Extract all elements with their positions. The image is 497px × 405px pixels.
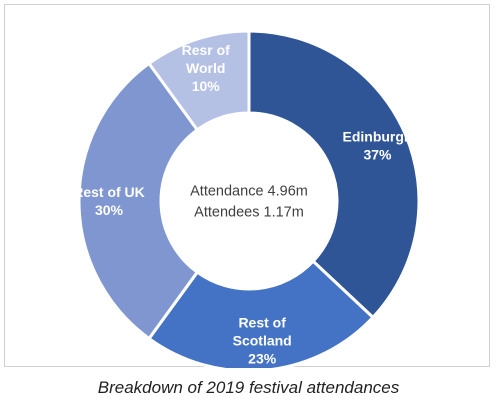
center-attendees-text: Attendees 1.17m (194, 205, 304, 221)
slice-label-edinburgh: Edinburgh 37% (342, 128, 412, 162)
donut-slice-rest-of-uk (77, 61, 200, 341)
slice-label-resr-of-world: Resr of World 10% (182, 42, 231, 94)
donut-slice-rest-of-scotland (146, 259, 376, 368)
donut-slice-resr-of-world (146, 29, 251, 132)
slice-label-rest-of-scotland: Rest of Scotland 23% (233, 314, 292, 366)
donut-chart: Edinburgh 37% Rest of Scotland 23% Rest of UK… (73, 29, 421, 368)
chart-frame: Edinburgh 37% Rest of Scotland 23% Rest of UK… (4, 4, 490, 368)
center-attendance-text: Attendance 4.96m (190, 184, 308, 200)
chart-caption: Breakdown of 2019 festival attendances (97, 378, 400, 397)
donut-slice-edinburgh (247, 29, 421, 320)
slice-label-rest-of-uk: Rest of UK 30% (73, 184, 145, 218)
